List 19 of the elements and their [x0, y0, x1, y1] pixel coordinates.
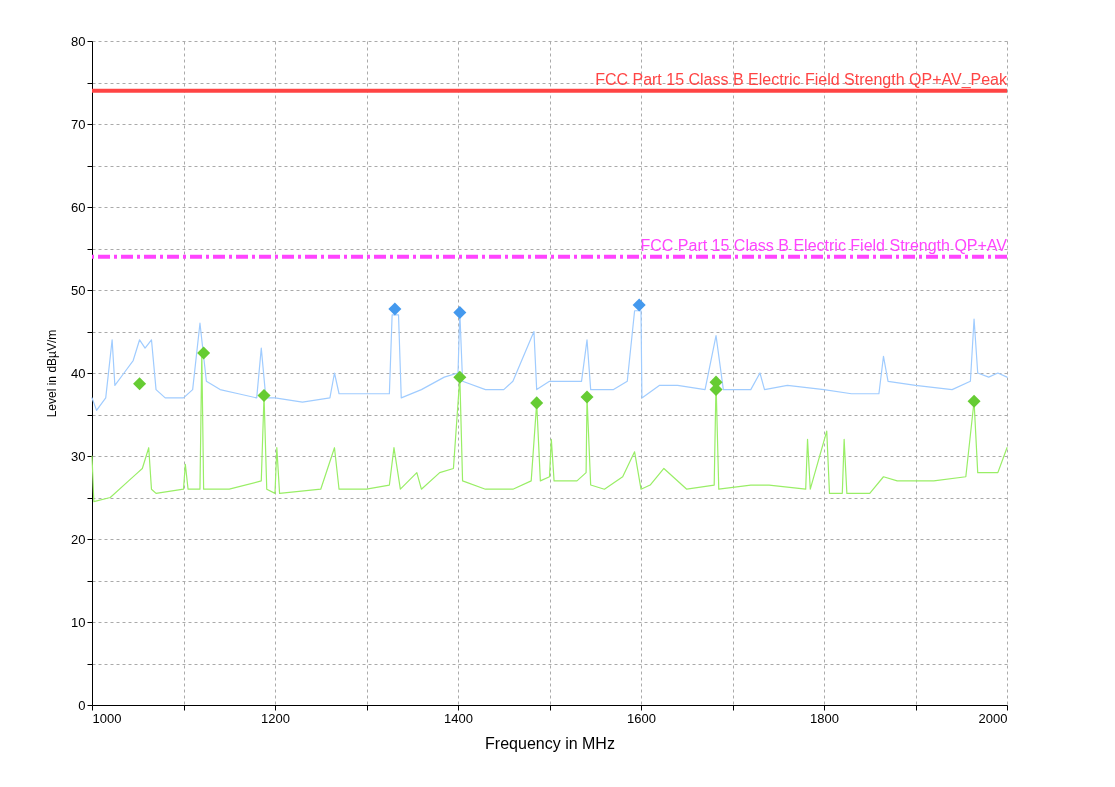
x-tick-label: 1800 — [810, 710, 839, 726]
x-tick-label: 1400 — [444, 710, 473, 726]
y-tick-label: 20 — [71, 531, 86, 547]
y-tick-label: 50 — [71, 282, 86, 298]
ref-line-label: FCC Part 15 Class B Electric Field Strength QP+AV_Peak — [595, 70, 1008, 89]
x-tick-label: 1600 — [627, 710, 656, 726]
y-tick-label: 70 — [71, 116, 86, 132]
x-tick-label: 1000 — [92, 710, 122, 726]
x-axis-title: Frequency in MHz — [485, 734, 615, 752]
y-tick-label: 30 — [71, 448, 86, 464]
y-tick-label: 60 — [71, 199, 86, 215]
y-tick-label: 40 — [71, 365, 86, 381]
x-tick-label: 2000 — [978, 710, 1008, 726]
y-tick-label: 80 — [71, 33, 86, 49]
y-tick-label: 10 — [71, 614, 86, 630]
y-axis-title: Level in dBµV/m — [45, 329, 60, 418]
ref-line-label: FCC Part 15 Class B Electric Field Strength QP+AV — [640, 236, 1008, 254]
x-tick-label: 1200 — [261, 710, 290, 726]
y-tick-label: 0 — [78, 697, 86, 713]
